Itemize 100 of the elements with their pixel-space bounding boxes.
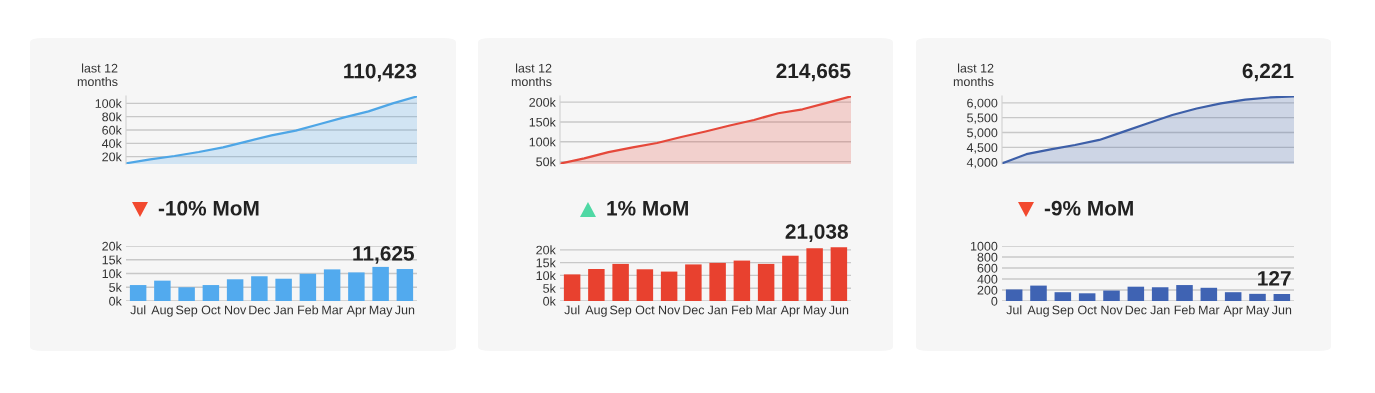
bar <box>251 276 268 301</box>
y-tick-label: 5k <box>543 283 556 293</box>
bar <box>563 274 581 301</box>
y-tick-label: 4,000 <box>966 158 998 169</box>
bar <box>782 255 799 301</box>
bar <box>226 279 244 301</box>
y-tick-label: 15k <box>102 255 122 265</box>
x-tick-label: Dec <box>683 305 705 315</box>
bar <box>757 263 775 301</box>
x-tick-label: Mar <box>322 305 343 315</box>
data-label: 6,221 <box>1242 63 1294 82</box>
x-tick-label: Sep <box>1052 305 1074 317</box>
bar <box>806 248 823 301</box>
y-tick-label: 15k <box>536 258 556 268</box>
x-tick-label: May <box>803 305 827 317</box>
x-tick-label: Jan <box>1150 305 1170 315</box>
x-tick-label: Mar <box>1199 305 1220 315</box>
x-tick-label: Sep <box>176 305 198 317</box>
y-tick-label: 600 <box>977 263 998 273</box>
bar <box>612 263 629 301</box>
bar <box>636 269 654 301</box>
x-tick-label: Apr <box>346 305 366 317</box>
y-tick-label: 40k <box>101 138 122 148</box>
bar <box>1273 294 1291 301</box>
x-tick-label: Jun <box>828 305 849 315</box>
x-tick-label: Nov <box>1101 305 1123 315</box>
bar <box>275 278 292 301</box>
x-tick-label: Jun <box>394 305 415 315</box>
bar <box>202 285 220 301</box>
y-tick-label: 0k <box>543 296 556 306</box>
y-tick-label: 60k <box>102 125 122 135</box>
data-label: 11,625 <box>353 245 414 264</box>
y-tick-label: 20k <box>102 241 122 251</box>
bar <box>1249 293 1266 301</box>
x-tick-label: Aug <box>585 305 607 317</box>
x-tick-label: Apr <box>780 305 800 317</box>
bar <box>299 273 317 301</box>
bar <box>154 280 171 301</box>
bar <box>1151 287 1169 301</box>
y-tick-label: 10k <box>102 268 122 279</box>
x-tick-label: Oct <box>1078 305 1097 315</box>
x-tick-label: Dec <box>249 305 271 315</box>
y-tick-label: 150k <box>529 117 556 127</box>
data-label: 110,423 <box>344 63 417 82</box>
data-label: 214,665 <box>776 63 851 82</box>
x-tick-label: Nov <box>659 305 681 315</box>
y-tick-label: 10k <box>536 270 556 281</box>
y-tick-label: 200 <box>977 285 998 295</box>
bar <box>129 285 147 301</box>
y-tick-label: 5,000 <box>967 128 998 139</box>
y-tick-label: 400 <box>977 274 998 284</box>
bar <box>1200 287 1218 301</box>
y-tick-label: 80k <box>102 112 122 122</box>
data-label: 21,038 <box>785 224 848 242</box>
chart-title: -9% MoM <box>1044 200 1133 216</box>
bar <box>685 264 702 301</box>
y-tick-label: 200k <box>529 97 556 107</box>
bar <box>1127 286 1145 301</box>
bar <box>709 262 726 301</box>
bar <box>323 269 341 301</box>
y-axis-title: last 12 months <box>77 63 118 87</box>
x-tick-label: Aug <box>151 305 173 317</box>
x-tick-label: Jun <box>1271 305 1292 315</box>
y-tick-label: 5k <box>109 282 122 292</box>
x-tick-label: May <box>1246 305 1270 317</box>
bar <box>396 269 414 301</box>
y-tick-label: 0k <box>109 296 122 306</box>
y-tick-label: 20k <box>536 245 556 255</box>
bar <box>1103 290 1120 301</box>
bar <box>733 260 751 301</box>
bar <box>1078 293 1096 301</box>
x-tick-label: Dec <box>1125 305 1147 315</box>
x-tick-label: Feb <box>732 305 753 315</box>
bar <box>1054 292 1072 301</box>
bar <box>372 266 389 301</box>
bar <box>588 269 605 301</box>
x-tick-label: May <box>369 305 393 317</box>
bar <box>348 272 365 301</box>
x-tick-label: Sep <box>610 305 632 317</box>
x-tick-label: Nov <box>225 305 247 315</box>
y-tick-label: 5,500 <box>967 113 998 124</box>
x-tick-label: Jul <box>130 305 146 315</box>
y-tick-label: 800 <box>977 252 998 262</box>
bar <box>1030 285 1047 301</box>
y-tick-label: 100k <box>529 137 556 147</box>
y-tick-label: 0 <box>991 296 998 306</box>
x-tick-label: Feb <box>298 305 319 315</box>
x-tick-label: Mar <box>756 305 777 315</box>
chart-title: 1% MoM <box>607 200 688 216</box>
data-label: 127 <box>1258 270 1291 286</box>
x-tick-label: Jul <box>564 305 580 315</box>
x-tick-label: Apr <box>1223 305 1243 317</box>
y-tick-label: 20k <box>102 152 122 162</box>
x-tick-label: Oct <box>201 305 221 315</box>
bar <box>1176 285 1193 301</box>
chart-title: -10% MoM <box>158 200 259 216</box>
x-tick-label: Aug <box>1027 305 1049 317</box>
bar <box>660 271 678 301</box>
x-tick-label: Jan <box>273 305 293 315</box>
x-tick-label: Jan <box>707 305 727 315</box>
